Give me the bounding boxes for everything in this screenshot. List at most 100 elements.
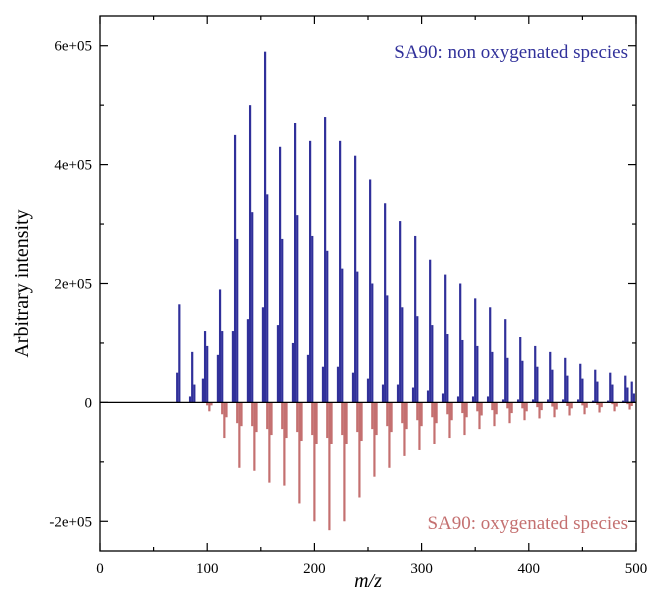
- x-tick-label: 400: [518, 561, 541, 577]
- peak-bar-oxygenated: [285, 402, 288, 439]
- x-axis-title: m/z: [354, 570, 382, 592]
- peak-bar-non_oxygenated: [489, 307, 492, 403]
- y-axis-title: Arbitrary intensity: [11, 209, 33, 357]
- y-tick-label: -2e+05: [49, 514, 92, 530]
- peak-bar-non_oxygenated: [609, 372, 612, 403]
- peak-bar-oxygenated: [255, 402, 258, 433]
- x-tick-label: 200: [303, 561, 326, 577]
- peak-bar-non_oxygenated: [521, 360, 524, 403]
- peak-bar-non_oxygenated: [176, 372, 179, 403]
- peak-bar-non_oxygenated: [491, 351, 494, 403]
- peak-bar-non_oxygenated: [311, 235, 314, 403]
- peak-bar-oxygenated: [268, 402, 271, 483]
- peak-bar-oxygenated: [463, 402, 466, 436]
- peak-bar-oxygenated: [555, 402, 558, 410]
- peak-bar-non_oxygenated: [534, 345, 537, 403]
- ticks-layer: 0 100 200 300 400 500 -2e+05 0 2e+05 4e+05 6e+05: [49, 16, 647, 577]
- peak-bar-non_oxygenated: [607, 400, 610, 403]
- peak-bar-oxygenated: [446, 402, 449, 415]
- peak-bar-non_oxygenated: [596, 381, 599, 403]
- peak-bar-oxygenated: [206, 402, 209, 406]
- peak-bar-non_oxygenated: [411, 387, 415, 403]
- peak-bar-non_oxygenated: [504, 319, 507, 403]
- peak-bar-non_oxygenated: [236, 238, 239, 403]
- peak-bar-oxygenated: [480, 402, 483, 416]
- peak-bar-oxygenated: [356, 402, 359, 433]
- x-tick-label: 0: [96, 561, 104, 577]
- peak-bar-oxygenated: [600, 402, 603, 408]
- peak-bar-oxygenated: [221, 402, 224, 415]
- peak-bar-oxygenated: [240, 402, 243, 427]
- peak-bar-oxygenated: [628, 402, 631, 410]
- peak-bar-non_oxygenated: [399, 221, 402, 403]
- peak-bar-non_oxygenated: [594, 369, 597, 403]
- peak-bar-oxygenated: [508, 402, 511, 424]
- peak-bar-non_oxygenated: [456, 396, 460, 403]
- peak-bar-oxygenated: [326, 402, 329, 439]
- peak-bar-oxygenated: [613, 402, 616, 412]
- peak-bar-non_oxygenated: [632, 393, 635, 403]
- peak-bar-oxygenated: [371, 402, 374, 430]
- peak-bar-non_oxygenated: [336, 366, 340, 403]
- peak-bar-non_oxygenated: [291, 342, 295, 403]
- peak-bar-non_oxygenated: [294, 123, 297, 403]
- peak-bar-non_oxygenated: [324, 117, 327, 403]
- peak-bar-non_oxygenated: [577, 399, 580, 403]
- peak-bar-oxygenated: [360, 402, 363, 442]
- peak-bar-non_oxygenated: [281, 238, 284, 403]
- peak-bar-oxygenated: [615, 402, 618, 407]
- peak-bar-non_oxygenated: [263, 51, 267, 403]
- y-tick-label: 4e+05: [54, 158, 92, 174]
- peak-bar-oxygenated: [536, 402, 539, 408]
- peak-bar-oxygenated: [581, 402, 584, 406]
- peak-bar-non_oxygenated: [551, 369, 554, 403]
- peak-bar-oxygenated: [491, 402, 494, 411]
- peak-bar-non_oxygenated: [386, 295, 389, 403]
- peak-bar-oxygenated: [341, 402, 344, 436]
- x-tick-label: 300: [410, 561, 433, 577]
- peak-bar-non_oxygenated: [191, 351, 194, 403]
- peak-bar-non_oxygenated: [309, 140, 312, 403]
- peak-bar-oxygenated: [311, 402, 314, 436]
- peak-bar-non_oxygenated: [278, 146, 282, 403]
- peak-bar-oxygenated: [568, 402, 571, 416]
- annotation-oxygenated: SA90: oxygenated species: [427, 513, 628, 534]
- peak-bar-non_oxygenated: [549, 351, 552, 403]
- peak-bar-oxygenated: [495, 402, 498, 415]
- peak-bar-non_oxygenated: [341, 268, 344, 403]
- peak-bar-oxygenated: [343, 402, 346, 522]
- peak-bar-oxygenated: [510, 402, 513, 414]
- peak-bar-non_oxygenated: [356, 271, 359, 403]
- peak-bar-non_oxygenated: [371, 283, 374, 403]
- peak-bar-non_oxygenated: [592, 400, 595, 403]
- peak-bar-oxygenated: [506, 402, 509, 409]
- bars-layer: [176, 51, 635, 531]
- peak-bar-oxygenated: [390, 402, 393, 433]
- peak-bar-oxygenated: [270, 402, 273, 436]
- peak-bar-non_oxygenated: [461, 339, 464, 403]
- peak-bar-non_oxygenated: [441, 393, 445, 403]
- peak-bar-oxygenated: [566, 402, 569, 406]
- peak-bar-oxygenated: [493, 402, 496, 427]
- peak-bar-non_oxygenated: [564, 357, 567, 403]
- peak-bar-oxygenated: [388, 402, 391, 468]
- peak-bar-non_oxygenated: [381, 384, 385, 403]
- peak-bar-non_oxygenated: [562, 399, 565, 403]
- peak-bar-oxygenated: [583, 402, 586, 415]
- peak-bar-non_oxygenated: [519, 337, 522, 403]
- peak-bar-non_oxygenated: [581, 378, 584, 403]
- peak-bar-oxygenated: [345, 402, 348, 444]
- peak-bar-oxygenated: [373, 402, 376, 477]
- peak-bar-oxygenated: [236, 402, 239, 424]
- peak-bar-oxygenated: [523, 402, 526, 421]
- peak-bar-oxygenated: [476, 402, 479, 412]
- peak-bar-non_oxygenated: [276, 325, 280, 403]
- annotation-non-oxygenated: SA90: non oxygenated species: [394, 42, 628, 63]
- peak-bar-non_oxygenated: [261, 307, 265, 403]
- x-tick-label: 500: [625, 561, 648, 577]
- peak-bar-non_oxygenated: [486, 396, 490, 403]
- peak-bar-oxygenated: [435, 402, 438, 424]
- peak-bar-non_oxygenated: [339, 140, 342, 403]
- peak-bar-oxygenated: [416, 402, 419, 421]
